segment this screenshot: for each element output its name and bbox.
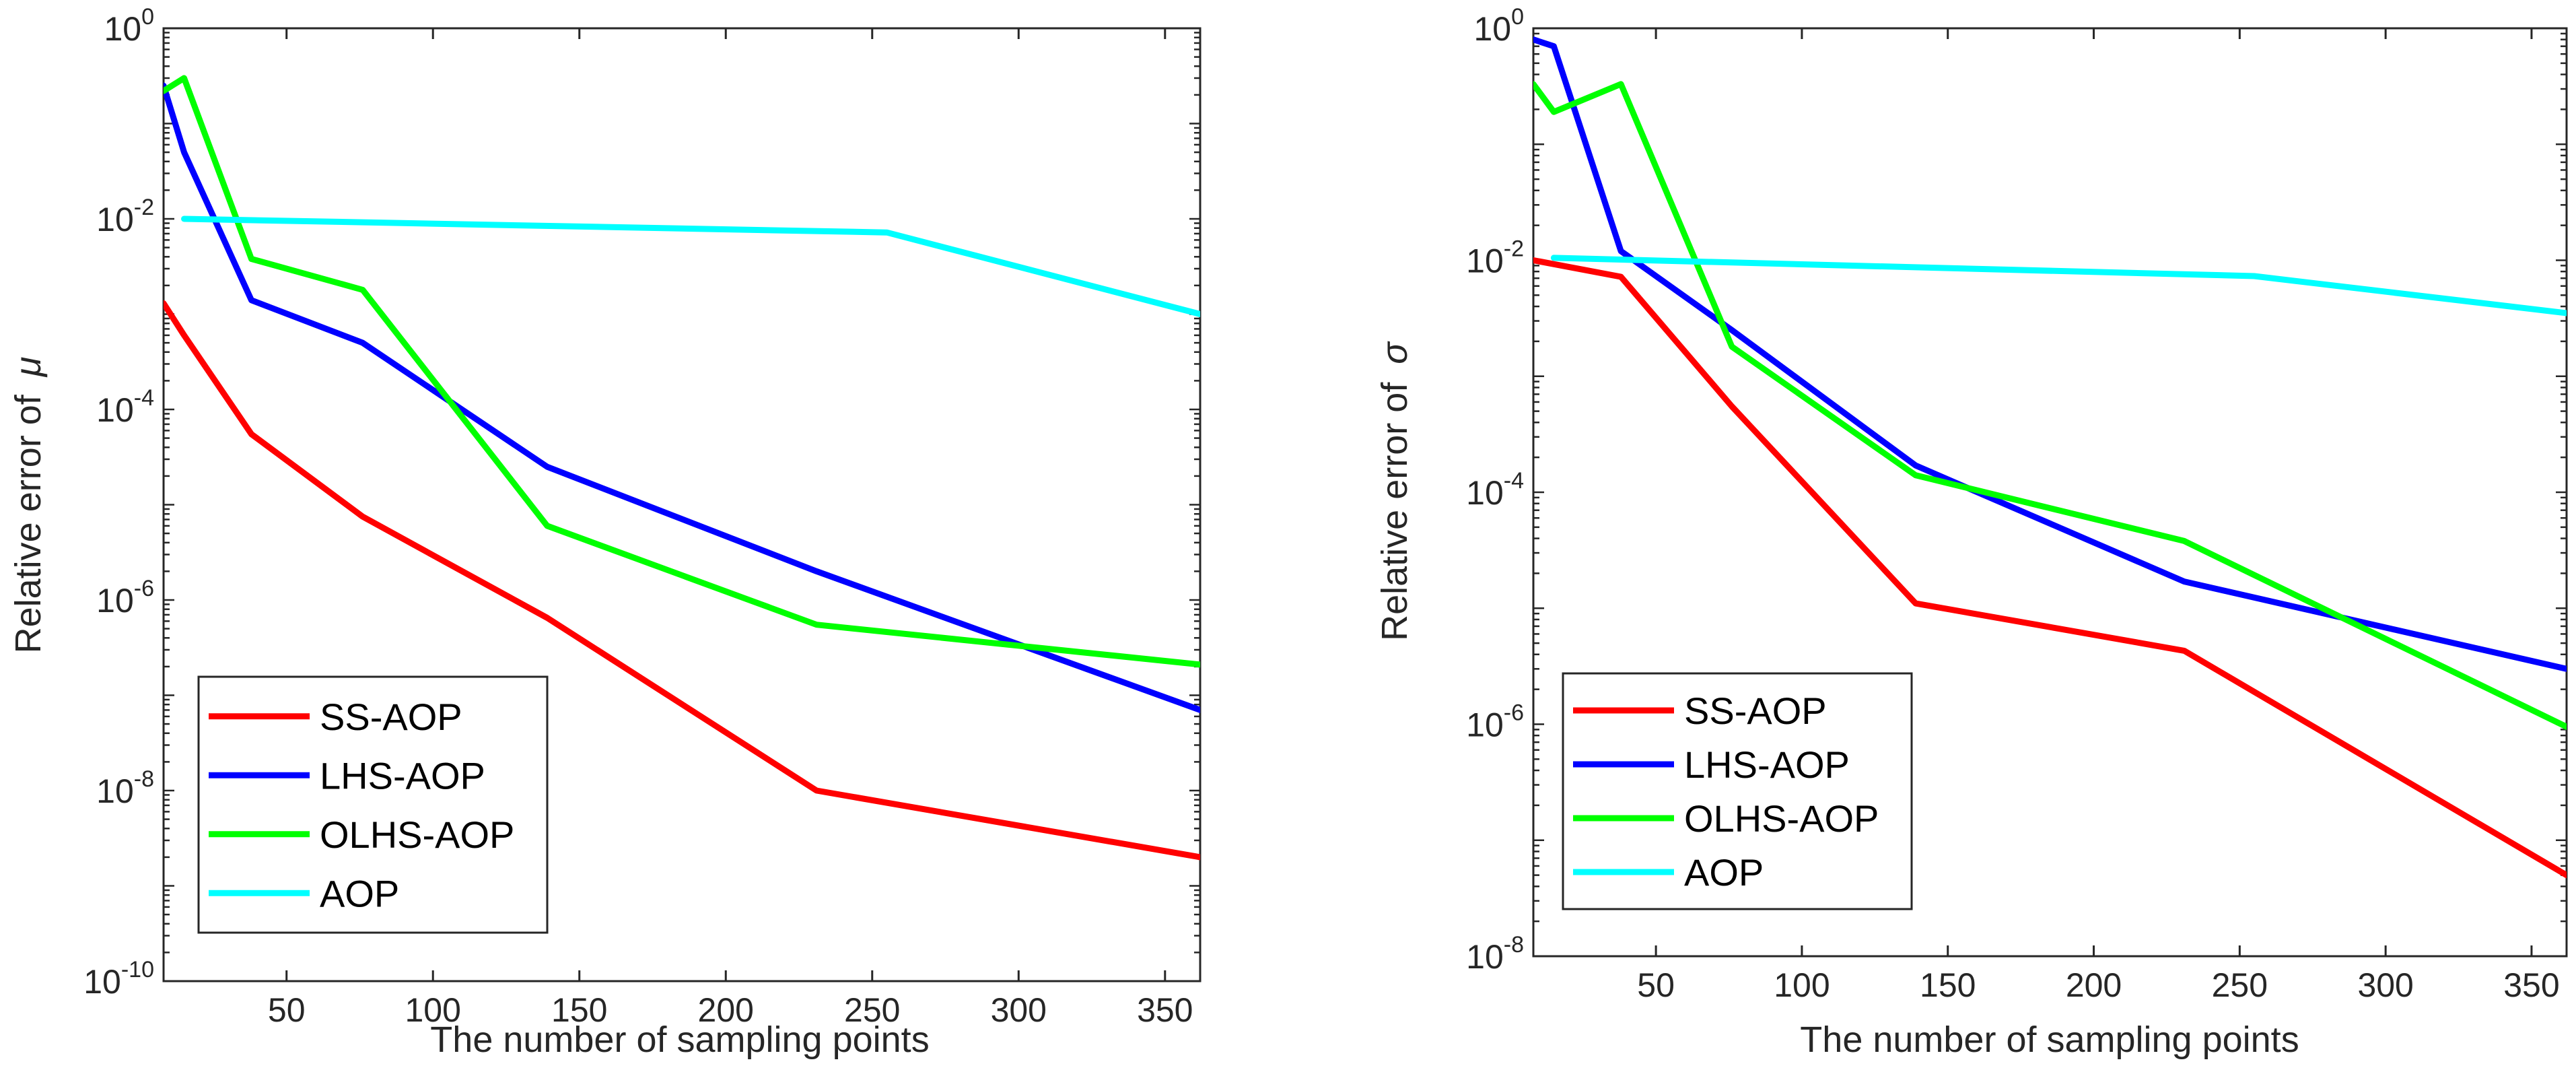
legend-label-lhs-aop: LHS-AOP (1684, 743, 1850, 786)
legend-label-aop: AOP (320, 872, 399, 914)
x-tick-label: 300 (2357, 966, 2413, 1004)
legend-label-ss-aop: SS-AOP (320, 696, 462, 738)
legend-entries-sigma: SS-AOP LHS-AOP OLHS-AOP AOP (1573, 690, 1879, 894)
x-tick-labels-sigma: 50 100 150 200 250 300 350 (1637, 966, 2559, 1004)
legend-entries-mu: SS-AOP LHS-AOP OLHS-AOP AOP (209, 696, 514, 914)
x-tick-label: 50 (268, 991, 306, 1029)
x-tick-label: 200 (698, 991, 754, 1029)
series-line-ss-aop (164, 300, 1200, 861)
y-tick-label: 10-2 (1466, 236, 1524, 280)
x-tick-label: 150 (551, 991, 607, 1029)
y-tick-labels-mu: 100 10-2 10-4 10-6 10-8 10-10 (83, 4, 154, 1001)
y-tick-label: 10-8 (1466, 932, 1524, 976)
chart-mu: 50 100 150 200 250 300 350 100 10-2 10-4 10-6 10-8… (8, 4, 1202, 1060)
y-axis-label-symbol-sigma: σ (1374, 341, 1415, 364)
legend-label-olhs-aop: OLHS-AOP (320, 813, 514, 856)
series-line-lhs-aop (164, 82, 1200, 713)
x-tick-label: 350 (1137, 991, 1193, 1029)
y-tick-label: 10-6 (96, 576, 154, 620)
y-tick-label: 100 (104, 4, 154, 48)
series-line-lhs-aop (1533, 36, 2567, 672)
y-axis-label-text-sigma: Relative error of (1374, 382, 1415, 641)
legend-label-lhs-aop: LHS-AOP (320, 754, 485, 797)
series-line-aop (181, 215, 1200, 317)
tick-marks-sigma (1533, 27, 2567, 958)
x-tick-label: 150 (1920, 966, 1976, 1004)
legend-label-ss-aop: SS-AOP (1684, 690, 1827, 732)
y-tick-label: 10-4 (1466, 468, 1524, 512)
series-lines-sigma (1533, 36, 2567, 879)
y-tick-label: 10-8 (96, 766, 154, 810)
x-tick-label: 250 (844, 991, 900, 1029)
series-lines-mu (164, 75, 1200, 861)
x-tick-label: 50 (1637, 966, 1675, 1004)
y-tick-label: 10-10 (83, 957, 154, 1001)
y-tick-labels-sigma: 100 10-2 10-4 10-6 10-8 (1466, 4, 1524, 976)
y-tick-label: 100 (1473, 4, 1524, 48)
x-axis-label-sigma: The number of sampling points (1800, 1020, 2299, 1060)
series-line-aop (1550, 255, 2567, 316)
y-axis-label-symbol-mu: μ (8, 357, 48, 378)
series-line-ss-aop (1533, 257, 2567, 879)
tick-marks-mu (164, 27, 1200, 982)
y-axis-label-sigma: Relative error of σ (1374, 341, 1415, 641)
y-tick-label: 10-2 (96, 195, 154, 238)
legend-label-aop: AOP (1684, 851, 1764, 894)
chart-sigma: 50 100 150 200 250 300 350 100 10-2 10-4 10-6 10-8… (1374, 4, 2568, 1060)
y-tick-label: 10-6 (1466, 700, 1524, 744)
y-tick-label: 10-4 (96, 385, 154, 429)
x-tick-label: 100 (405, 991, 461, 1029)
x-tick-label: 250 (2212, 966, 2268, 1004)
legend-mu: SS-AOP LHS-AOP OLHS-AOP AOP (197, 675, 549, 934)
x-tick-label: 200 (2066, 966, 2122, 1004)
legend-box-mu (197, 675, 549, 934)
legend-label-olhs-aop: OLHS-AOP (1684, 797, 1879, 840)
series-line-olhs-aop (1533, 81, 2567, 730)
x-tick-label: 300 (991, 991, 1047, 1029)
x-tick-label: 350 (2503, 966, 2559, 1004)
y-axis-label-mu: Relative error of μ (8, 357, 48, 654)
x-axis-label-mu: The number of sampling points (430, 1020, 929, 1060)
y-axis-label-text-mu: Relative error of (8, 394, 48, 653)
x-tick-label: 100 (1774, 966, 1830, 1004)
x-tick-labels-mu: 50 100 150 200 250 300 350 (268, 991, 1193, 1029)
series-line-olhs-aop (164, 75, 1200, 668)
legend-sigma: SS-AOP LHS-AOP OLHS-AOP AOP (1562, 672, 1913, 910)
